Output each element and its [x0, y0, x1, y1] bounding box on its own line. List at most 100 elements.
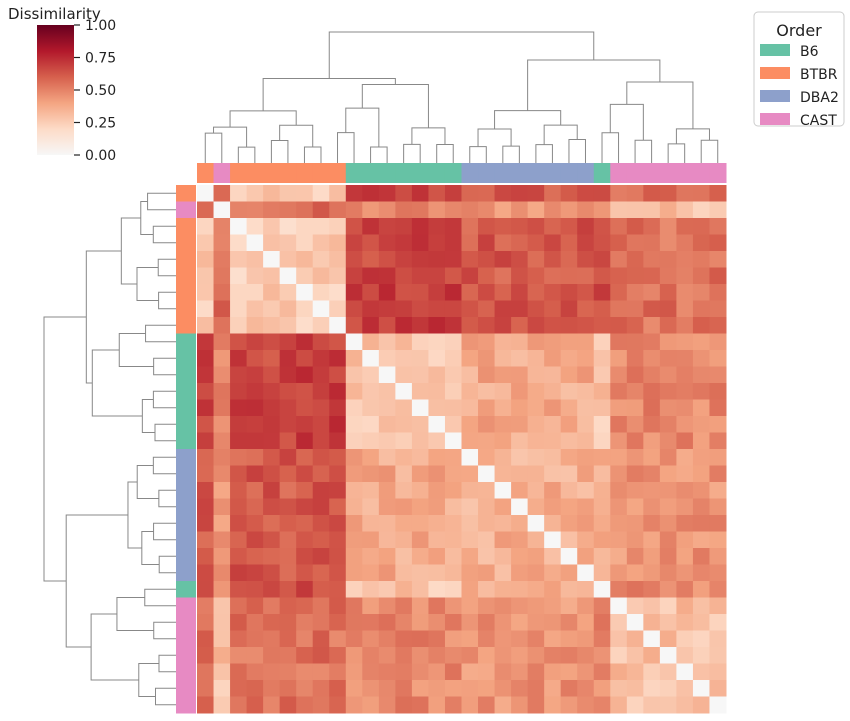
heatmap-cell [213, 564, 231, 582]
heatmap-cell [544, 630, 562, 648]
heatmap-cell [527, 201, 545, 219]
heatmap-cell [478, 449, 496, 466]
heatmap-cell [593, 482, 611, 499]
heatmap-cell [511, 498, 529, 516]
heatmap-cell [494, 383, 512, 400]
heatmap-cell [692, 432, 710, 450]
heatmap-cell [345, 416, 363, 433]
heatmap-cell [444, 614, 462, 631]
heatmap-cell [246, 482, 264, 499]
heatmap-cell [230, 482, 248, 499]
heatmap-cell [312, 284, 330, 301]
heatmap-cell [213, 465, 231, 483]
heatmap-cell [659, 482, 677, 499]
heatmap-cell [378, 515, 396, 532]
heatmap-cell [197, 333, 215, 351]
heatmap-cell [593, 201, 611, 219]
legend: Order B6 BTBR DBA2 CAST [753, 11, 845, 129]
heatmap-cell [230, 317, 248, 334]
heatmap-cell [411, 597, 429, 615]
heatmap-cell [610, 680, 628, 697]
heatmap-cell [461, 383, 479, 400]
heatmap-cell [461, 317, 479, 334]
heatmap-cell [279, 218, 297, 235]
heatmap-cell [560, 333, 578, 351]
heatmap-cell [544, 317, 562, 334]
heatmap-cell [610, 383, 628, 400]
heatmap-cell [263, 416, 281, 433]
heatmap-cell [610, 317, 628, 334]
heatmap-cell [329, 399, 347, 417]
heatmap-cell [296, 647, 314, 664]
heatmap-cell [428, 614, 446, 631]
heatmap-cell [246, 465, 264, 483]
heatmap-cell [296, 267, 314, 285]
heatmap-cell [263, 234, 281, 252]
heatmap-cell [279, 383, 297, 400]
heatmap-cell [428, 647, 446, 664]
heatmap-cell [263, 581, 281, 598]
heatmap-cell [626, 449, 644, 466]
heatmap-cell [511, 581, 529, 598]
row-group-color [176, 548, 196, 565]
heatmap-cell [544, 548, 562, 565]
heatmap-cell [411, 284, 429, 301]
heatmap-cell [444, 350, 462, 367]
heatmap-cell [511, 201, 529, 219]
heatmap-cell [544, 218, 562, 235]
legend-label: BTBR [800, 67, 838, 83]
heatmap-cell [246, 498, 264, 516]
heatmap-cell [593, 234, 611, 252]
heatmap-cell [279, 284, 297, 301]
heatmap-cell [478, 548, 496, 565]
heatmap-cell [511, 432, 529, 450]
heatmap-cell [544, 663, 562, 681]
heatmap-cell [659, 267, 677, 285]
heatmap-cell [378, 399, 396, 417]
heatmap-cell [428, 234, 446, 252]
column-group-color [246, 163, 264, 183]
row-group-color [176, 680, 196, 697]
heatmap-cell [362, 663, 380, 681]
heatmap-cell [246, 614, 264, 631]
heatmap-cell [544, 531, 562, 549]
column-group-color [230, 163, 248, 183]
heatmap-cell [312, 548, 330, 565]
heatmap-cell [230, 564, 248, 582]
heatmap-cell [444, 663, 462, 681]
heatmap-cell [626, 317, 644, 334]
heatmap-cell [593, 680, 611, 697]
heatmap-cell [626, 482, 644, 499]
heatmap-cell [263, 680, 281, 697]
heatmap-cell [610, 432, 628, 450]
heatmap-cell [312, 449, 330, 466]
heatmap-cell [494, 465, 512, 483]
heatmap-cell [478, 416, 496, 433]
heatmap-cell [197, 548, 215, 565]
legend-label: CAST [800, 113, 837, 129]
column-group-color [544, 163, 562, 183]
heatmap-cell [428, 300, 446, 318]
column-group-color [428, 163, 446, 183]
heatmap-cell [197, 383, 215, 400]
heatmap-cell [610, 597, 628, 615]
heatmap-cell [461, 647, 479, 664]
heatmap-cell [378, 482, 396, 499]
column-dendrogram-link [502, 145, 520, 163]
heatmap-cell [296, 432, 314, 450]
heatmap-cell [246, 218, 264, 235]
heatmap-cell [643, 663, 661, 681]
heatmap-cell [461, 564, 479, 582]
heatmap-cell [378, 498, 396, 516]
heatmap-cell [643, 234, 661, 252]
heatmap-cell [626, 581, 644, 598]
heatmap-cell [444, 548, 462, 565]
row-group-color [176, 696, 196, 714]
heatmap-cell [544, 251, 562, 268]
heatmap-cell [676, 515, 694, 532]
heatmap-cell [676, 399, 694, 417]
column-dendrogram-link [229, 110, 297, 128]
heatmap-cell [444, 449, 462, 466]
heatmap-cell [312, 432, 330, 450]
heatmap-cell [362, 234, 380, 252]
